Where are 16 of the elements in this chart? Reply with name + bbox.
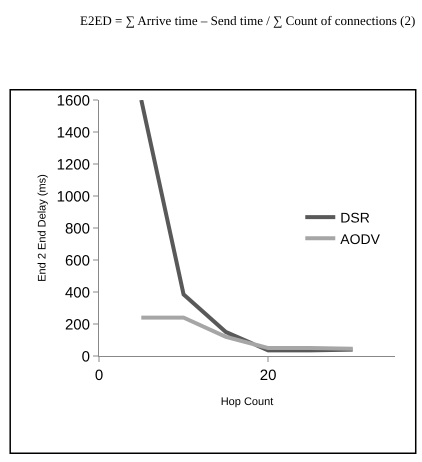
y-tick-label: 200 — [64, 316, 90, 334]
y-axis-title: End 2 End Delay (ms) — [36, 174, 48, 282]
y-tick-label: 1000 — [56, 188, 90, 206]
x-tick-label: 20 — [260, 367, 276, 384]
legend-label: DSR — [340, 210, 370, 226]
y-tick-label: 1400 — [56, 124, 90, 142]
y-tick-label: 1600 — [56, 92, 90, 110]
y-tick-label: 800 — [64, 220, 90, 238]
y-tick-label: 1200 — [56, 156, 90, 174]
text: E2ED = ∑ Arrive time – Send time / ∑ Count of connections (2) — [80, 13, 416, 28]
y-tick-label: 600 — [64, 252, 90, 270]
legend-label: AODV — [340, 230, 381, 247]
y-tick-label: 0 — [82, 348, 90, 366]
x-axis-title: Hop Count — [220, 396, 274, 408]
line-series — [139, 316, 355, 351]
y-tick-label: 400 — [64, 284, 90, 302]
